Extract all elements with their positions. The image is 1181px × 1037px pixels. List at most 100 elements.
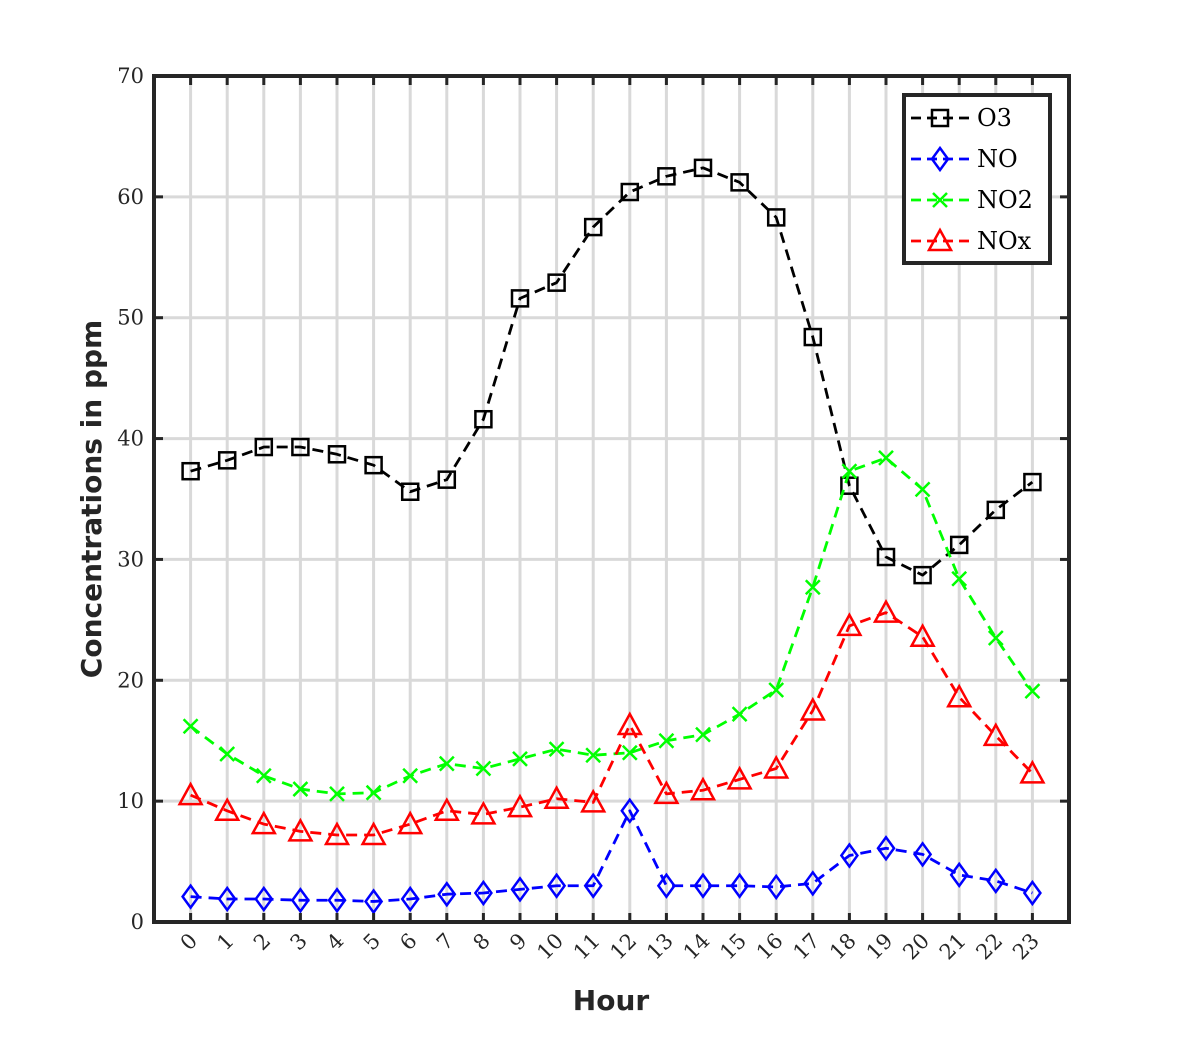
data-point-no2 — [951, 570, 968, 587]
data-point-o3 — [254, 437, 274, 457]
data-point-nox — [982, 722, 1009, 747]
data-point-nox — [506, 793, 534, 818]
data-point-no — [437, 881, 457, 908]
data-point-no2 — [621, 744, 638, 761]
legend-label-nox: NOx — [977, 227, 1032, 255]
y-tick-label: 30 — [117, 547, 144, 571]
data-point-nox — [1019, 759, 1046, 784]
data-point-no2 — [475, 760, 492, 777]
series-line-o3 — [190, 166, 1034, 577]
data-point-o3 — [547, 273, 566, 292]
data-point-no — [510, 876, 530, 903]
data-point-no2 — [1024, 683, 1041, 700]
legend-label-no2: NO2 — [977, 186, 1033, 214]
legend-entry-nox: NOx — [911, 227, 1032, 255]
data-point-o3 — [217, 451, 237, 470]
data-point-no — [1022, 879, 1042, 907]
data-point-o3 — [693, 158, 713, 178]
data-point-no — [803, 870, 823, 897]
data-point-no — [730, 872, 750, 899]
legend-entry-o3: O3 — [911, 104, 1012, 132]
y-tick-label: 40 — [117, 427, 144, 451]
data-point-no — [400, 885, 420, 913]
data-point-no — [364, 888, 384, 915]
data-point-o3 — [620, 182, 640, 202]
y-tick-label: 60 — [117, 185, 144, 209]
data-point-no — [217, 885, 237, 913]
data-point-no2 — [987, 630, 1004, 646]
data-point-o3 — [181, 461, 200, 481]
data-point-nox — [470, 800, 497, 825]
series-nox — [177, 599, 1046, 846]
series-o3 — [181, 158, 1042, 585]
data-point-no — [693, 872, 713, 899]
data-point-no — [986, 867, 1006, 895]
data-point-o3 — [1023, 472, 1042, 492]
data-point-no — [876, 835, 896, 862]
legend: O3 NO NO2 NOx — [902, 93, 1052, 265]
y-tick-labels: 0 10 20 30 40 50 60 70 — [117, 64, 144, 934]
data-point-no2 — [658, 732, 675, 749]
y-tick-label: 10 — [117, 789, 144, 813]
data-point-nox — [946, 683, 973, 708]
data-point-no — [290, 887, 310, 914]
data-point-nox — [763, 754, 790, 779]
data-point-nox — [287, 817, 314, 842]
data-point-no2 — [182, 718, 199, 735]
data-point-no2 — [768, 682, 785, 698]
data-point-nox — [214, 797, 241, 822]
data-point-o3 — [730, 173, 749, 192]
legend-entry-no: NO — [911, 145, 1018, 173]
data-point-no — [327, 887, 347, 914]
data-point-no2 — [365, 784, 382, 801]
data-point-no2 — [219, 746, 236, 762]
grid — [154, 76, 1069, 922]
data-point-nox — [323, 821, 351, 846]
data-point-no2 — [512, 750, 528, 767]
data-point-nox — [616, 711, 643, 736]
legend-label-no: NO — [977, 145, 1018, 173]
data-point-no — [656, 872, 676, 899]
data-point-o3 — [657, 167, 676, 186]
data-point-nox — [909, 623, 936, 648]
data-point-nox — [433, 797, 460, 822]
data-point-no2 — [731, 706, 748, 723]
data-point-o3 — [510, 289, 530, 308]
data-point-nox — [580, 788, 607, 813]
data-point-o3 — [474, 409, 493, 429]
data-point-no — [254, 885, 274, 913]
data-point-no2 — [329, 786, 345, 802]
data-point-o3 — [986, 500, 1006, 520]
y-tick-label: 70 — [117, 64, 144, 88]
legend-entry-no2: NO2 — [911, 186, 1033, 214]
data-point-o3 — [583, 217, 603, 237]
data-point-no2 — [585, 747, 602, 764]
y-tick-label: 50 — [117, 306, 144, 330]
data-point-nox — [726, 765, 753, 790]
data-point-nox — [543, 785, 570, 809]
data-point-o3 — [913, 565, 932, 585]
legend-label-o3: O3 — [977, 104, 1012, 132]
series-layer — [177, 158, 1046, 915]
data-point-no2 — [548, 741, 565, 758]
data-point-o3 — [876, 547, 896, 567]
data-point-o3 — [327, 445, 347, 464]
legend-box — [902, 93, 1052, 265]
data-point-nox — [250, 810, 277, 835]
data-point-nox — [799, 696, 826, 721]
data-point-no2 — [402, 767, 419, 784]
tick-marks — [154, 74, 1069, 924]
y-tick-label: 20 — [117, 668, 144, 692]
legend-marker-o3 — [930, 108, 950, 128]
data-point-no2 — [841, 463, 858, 480]
data-point-nox — [836, 612, 863, 637]
series-no2 — [182, 450, 1041, 802]
data-point-o3 — [803, 327, 823, 347]
legend-marker-nox — [926, 227, 954, 252]
data-point-no2 — [438, 755, 455, 772]
data-point-no — [766, 873, 786, 901]
data-point-nox — [689, 776, 717, 801]
data-point-no — [473, 879, 493, 907]
data-point-no2 — [255, 767, 272, 784]
